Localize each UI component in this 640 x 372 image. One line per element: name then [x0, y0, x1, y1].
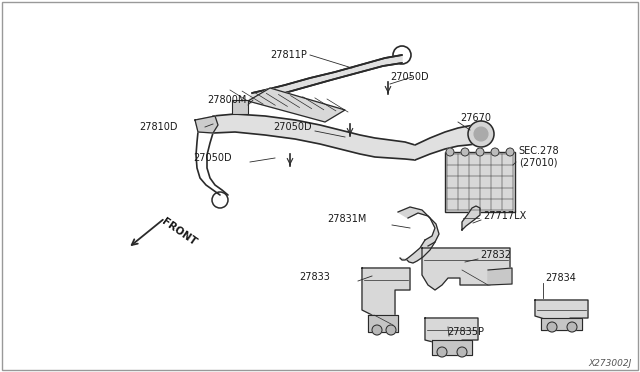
- Text: 27670: 27670: [460, 113, 491, 123]
- Polygon shape: [415, 125, 475, 160]
- Circle shape: [461, 148, 469, 156]
- Polygon shape: [541, 318, 582, 330]
- Text: 27717LX: 27717LX: [483, 211, 526, 221]
- Circle shape: [476, 148, 484, 156]
- Text: 27831M: 27831M: [328, 214, 367, 224]
- Text: 27835P: 27835P: [447, 327, 484, 337]
- Circle shape: [437, 347, 447, 357]
- Circle shape: [457, 347, 467, 357]
- Polygon shape: [249, 55, 402, 101]
- Polygon shape: [400, 240, 435, 263]
- Circle shape: [446, 148, 454, 156]
- Text: 27050D: 27050D: [273, 122, 312, 132]
- Polygon shape: [425, 318, 478, 355]
- Text: 27833: 27833: [299, 272, 330, 282]
- Text: 27834: 27834: [545, 273, 576, 283]
- Polygon shape: [462, 206, 480, 230]
- Circle shape: [567, 322, 577, 332]
- Text: 27811P: 27811P: [270, 50, 307, 60]
- Text: SEC.278
(27010): SEC.278 (27010): [518, 146, 559, 168]
- Polygon shape: [488, 268, 512, 285]
- Bar: [232, 100, 248, 114]
- Circle shape: [386, 325, 396, 335]
- Text: X273002J: X273002J: [589, 359, 632, 368]
- Circle shape: [491, 148, 499, 156]
- Text: 27050D: 27050D: [390, 72, 429, 82]
- Text: 27800M: 27800M: [207, 95, 247, 105]
- Circle shape: [547, 322, 557, 332]
- Text: 27050D: 27050D: [193, 153, 232, 163]
- Polygon shape: [422, 248, 510, 290]
- Circle shape: [474, 127, 488, 141]
- Polygon shape: [535, 300, 588, 330]
- Circle shape: [468, 121, 494, 147]
- Polygon shape: [213, 114, 415, 160]
- Polygon shape: [368, 315, 398, 332]
- Text: 27810D: 27810D: [140, 122, 178, 132]
- Polygon shape: [432, 340, 472, 355]
- Polygon shape: [195, 116, 218, 133]
- Polygon shape: [248, 88, 345, 122]
- Polygon shape: [362, 268, 410, 325]
- Circle shape: [506, 148, 514, 156]
- FancyBboxPatch shape: [445, 152, 515, 212]
- Text: FRONT: FRONT: [160, 217, 198, 247]
- Circle shape: [372, 325, 382, 335]
- Text: 27832: 27832: [480, 250, 511, 260]
- Polygon shape: [398, 207, 439, 246]
